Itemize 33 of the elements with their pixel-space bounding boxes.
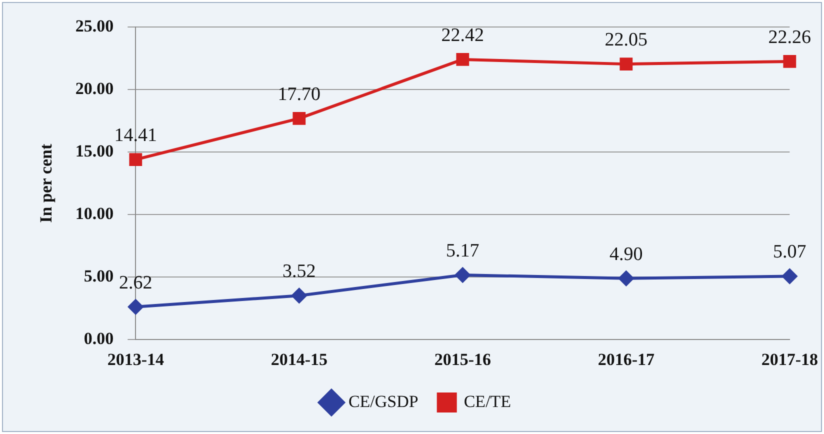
point (455, 267, 470, 282)
data-label: 4.90 (610, 244, 643, 265)
point (128, 299, 144, 314)
data-label: 2.62 (119, 272, 152, 294)
data-label: 22.42 (441, 24, 484, 46)
x-tick-label: 2013-14 (107, 350, 164, 370)
point (783, 54, 796, 68)
data-label: 3.52 (282, 261, 316, 282)
data-label: 17.70 (278, 84, 321, 105)
point (620, 58, 633, 71)
y-tick-label: 25.00 (75, 16, 114, 36)
x-tick-label: 2017-18 (761, 350, 818, 370)
point (456, 52, 470, 66)
x-tick-label: 2014-15 (270, 350, 328, 370)
data-label: 5.17 (446, 240, 480, 262)
x-tick-label: 2015-16 (434, 350, 491, 370)
point (782, 268, 798, 284)
point (292, 288, 307, 304)
legend-label: CE/TE (464, 392, 512, 411)
point (618, 270, 634, 286)
legend-label: CE/GSDP (348, 392, 418, 411)
point (292, 112, 306, 125)
y-tick-label: 20.00 (75, 79, 114, 98)
data-label: 22.05 (604, 30, 648, 51)
y-tick-label: 0.00 (84, 328, 114, 348)
data-label: 22.26 (768, 26, 812, 48)
x-tick-label: 2016-17 (598, 350, 655, 370)
y-tick-label: 15.00 (75, 142, 114, 161)
y-axis-title: In per cent (36, 144, 56, 223)
y-tick-label: 10.00 (75, 204, 114, 224)
y-tick-label: 5.00 (84, 266, 114, 286)
data-label: 14.41 (114, 125, 158, 146)
data-label: 5.07 (773, 242, 806, 263)
